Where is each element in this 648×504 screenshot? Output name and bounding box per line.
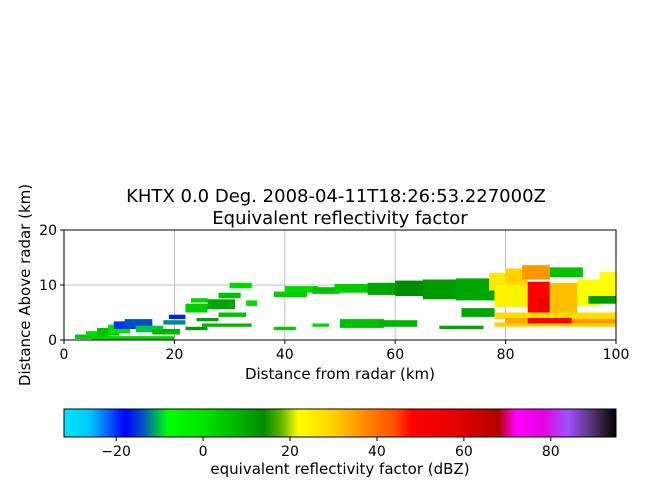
reflectivity-cell [422,279,462,300]
reflectivity-cell [549,267,583,278]
x-axis-ticks: 0 20 40 60 80 100 [60,340,630,363]
y-axis-ticks: 0 10 20 [39,223,64,349]
x-tick-label: 100 [603,347,630,363]
reflectivity-cell [218,292,241,299]
colorbar-ticks: −20 0 20 40 60 80 [101,437,560,460]
x-tick-label: 60 [386,347,404,363]
reflectivity-cell [246,300,258,306]
reflectivity-cell [207,299,236,310]
colorbar-label: equivalent reflectivity factor (dBZ) [210,460,469,478]
reflectivity-cell [185,303,208,313]
colorbar-tick-label: 80 [542,444,560,460]
reflectivity-cell [439,325,484,329]
colorbar-tick-label: 60 [455,444,473,460]
y-tick-label: 20 [39,223,57,239]
chart-title-line-2: Equivalent reflectivity factor [212,208,468,229]
x-tick-label: 20 [165,347,183,363]
reflectivity-cell [190,298,208,303]
colorbar-tick-label: −20 [101,444,131,460]
x-tick-label: 0 [60,347,69,363]
x-axis-label: Distance from radar (km) [245,365,435,383]
reflectivity-cell [135,325,164,333]
reflectivity-cell [588,296,616,304]
reflectivity-cell [202,323,252,327]
reflectivity-cell [152,329,180,335]
reflectivity-cell [168,314,186,320]
reflectivity-cell [229,282,252,289]
colorbar: −20 0 20 40 60 80 [63,408,617,460]
reflectivity-cell [378,320,418,327]
reflectivity-cell [505,318,528,324]
reflectivity-cell [312,287,340,294]
colorbar-tick-label: 20 [281,444,299,460]
reflectivity-cell [549,282,578,313]
plot-area: 0 20 40 60 80 100 0 10 20 [39,223,629,363]
reflectivity-cell [522,265,550,280]
reflectivity-cell [538,297,550,313]
reflectivity-cell [163,320,186,325]
reflectivity-cell [185,326,208,331]
x-tick-label: 80 [497,347,515,363]
colorbar-tick-label: 0 [199,444,208,460]
reflectivity-cell [284,286,318,293]
x-tick-label: 40 [276,347,294,363]
reflectivity-cell [494,322,616,327]
reflectivity-cell [218,312,247,317]
reflectivity-cell [340,319,385,328]
colorbar-gradient [63,408,617,438]
reflectivity-cell [455,278,495,301]
reflectivity-field [75,265,616,340]
reflectivity-cell [395,280,429,296]
chart-title-line-1: KHTX 0.0 Deg. 2008-04-11T18:26:53.227000… [126,186,546,207]
reflectivity-cell [312,323,329,327]
reflectivity-cell [494,312,616,320]
reflectivity-cell [494,285,528,307]
reflectivity-cell [599,271,616,296]
reflectivity-cell [571,319,616,324]
reflectivity-cell [367,282,401,295]
reflectivity-cell [461,308,495,317]
reflectivity-cell [124,319,153,327]
reflectivity-cell [273,291,307,298]
reflectivity-cell [334,283,374,293]
y-axis-label: Distance Above radar (km) [16,184,34,386]
colorbar-tick-label: 40 [368,444,386,460]
reflectivity-cell [196,318,219,322]
y-tick-label: 10 [39,278,57,294]
reflectivity-cell [273,326,296,331]
reflectivity-cell [527,318,572,324]
y-tick-label: 0 [48,333,57,349]
reflectivity-cell [91,336,175,340]
